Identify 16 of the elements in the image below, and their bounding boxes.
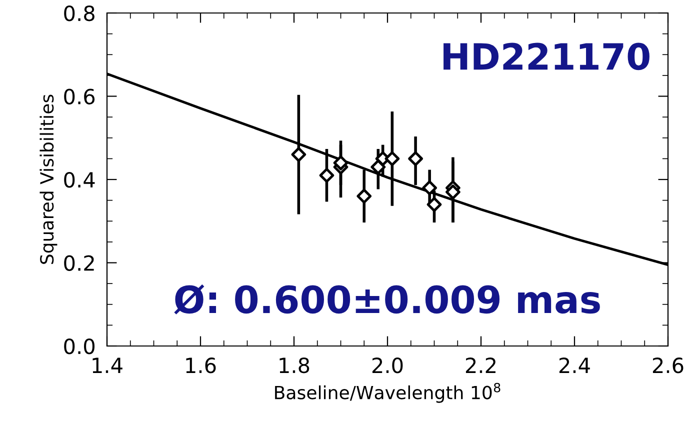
- x-axis-title: Baseline/Wavelength 10$^{8}$: [275, 382, 500, 403]
- x-tick-label: 2.0: [372, 357, 403, 374]
- annotation: Ø: 0.600±0.009 mas: [174, 284, 600, 314]
- y-axis-title: Squared Visibilities: [40, 94, 58, 264]
- x-tick-label: 2.2: [466, 357, 496, 373]
- x-tick-label: 1.8: [280, 357, 310, 374]
- annotation: HD221170: [444, 42, 650, 70]
- y-tick-label: 0.8: [64, 5, 94, 22]
- x-tick-label: 2.4: [559, 357, 590, 373]
- x-tick-label: 2.6: [652, 357, 684, 374]
- y-tick-label: 0.2: [64, 255, 94, 271]
- y-tick-label: 0.6: [64, 88, 95, 104]
- x-tick-label: 1.6: [186, 357, 216, 374]
- x-tick-label: 1.4: [92, 358, 122, 373]
- y-tick-label: 0.4: [64, 172, 95, 188]
- y-tick-label: 0.0: [64, 338, 95, 354]
